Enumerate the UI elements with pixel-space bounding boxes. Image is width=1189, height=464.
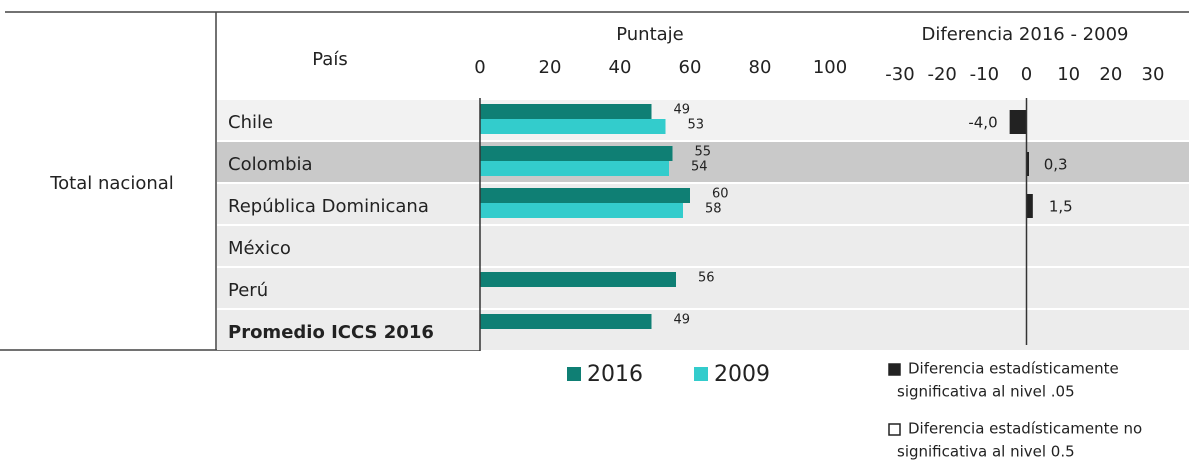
row-group: Total nacional <box>49 173 174 194</box>
value-label: 56 <box>698 271 715 286</box>
note-swatch <box>888 363 901 376</box>
bar <box>480 119 666 134</box>
x-tick-label: 40 <box>609 57 632 78</box>
note-swatch <box>888 423 901 436</box>
category-label: México <box>228 238 291 259</box>
category-label: República Dominicana <box>228 196 429 217</box>
x-tick-label: 0 <box>474 57 485 78</box>
note-text: significativa al nivel 0.5 <box>897 443 1075 461</box>
diff-label: -4,0 <box>968 114 997 132</box>
diff-label: 0,3 <box>1044 156 1068 174</box>
note-text: significativa al nivel .05 <box>897 383 1075 401</box>
score-title: Puntaje <box>616 24 684 45</box>
diff-tick-label: 30 <box>1142 64 1165 85</box>
diff-tick-label: -30 <box>885 64 914 85</box>
note-text: Diferencia estadísticamente <box>908 360 1119 378</box>
category-label: Chile <box>228 112 273 133</box>
x-tick-label: 100 <box>813 57 847 78</box>
bar <box>480 314 652 329</box>
category-label: Colombia <box>228 154 313 175</box>
value-label: 60 <box>712 187 729 202</box>
diff-bar <box>1026 194 1033 218</box>
diff-tick-label: 20 <box>1099 64 1122 85</box>
diff-label: 1,5 <box>1049 198 1073 216</box>
legend-swatch <box>567 367 581 381</box>
value-label: 58 <box>705 202 722 217</box>
diff-bar <box>1009 110 1027 134</box>
category-label: Perú <box>228 280 268 301</box>
value-label: 49 <box>674 103 691 118</box>
legend-label: 2016 <box>587 362 643 387</box>
value-label: 49 <box>674 313 691 328</box>
diff-tick-label: 0 <box>1021 64 1032 85</box>
diff-tick-label: 10 <box>1057 64 1080 85</box>
x-tick-label: 60 <box>679 57 702 78</box>
bar <box>480 188 690 203</box>
value-label: 55 <box>695 145 712 160</box>
legend-label: 2009 <box>714 362 770 387</box>
legend-swatch <box>694 367 708 381</box>
diff-title: Diferencia 2016 - 2009 <box>922 24 1129 45</box>
row-bg <box>217 226 1189 266</box>
bar <box>480 146 673 161</box>
diff-tick-label: -10 <box>970 64 999 85</box>
diff-bar <box>1026 152 1029 176</box>
category-header: País <box>312 49 347 70</box>
value-label: 54 <box>691 160 708 175</box>
diff-tick-label: -20 <box>927 64 956 85</box>
value-label: 53 <box>688 118 705 133</box>
note-text: Diferencia estadísticamente no <box>908 420 1142 438</box>
bar <box>480 203 683 218</box>
bar <box>480 104 652 119</box>
bar <box>480 161 669 176</box>
x-tick-label: 20 <box>539 57 562 78</box>
category-label: Promedio ICCS 2016 <box>228 322 434 343</box>
x-tick-label: 80 <box>749 57 772 78</box>
bar <box>480 272 676 287</box>
